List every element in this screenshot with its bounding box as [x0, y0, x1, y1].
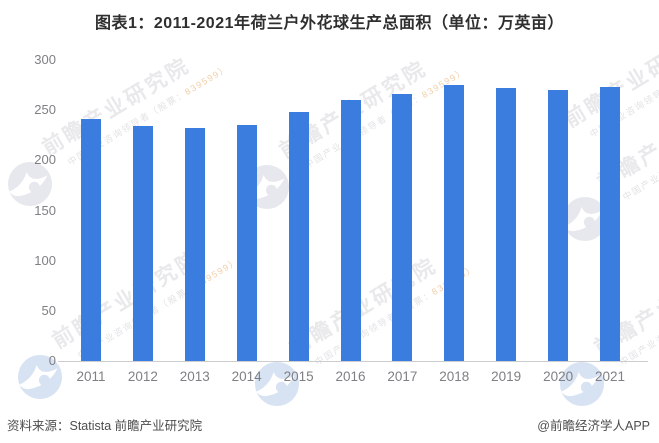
bar-2014 — [236, 125, 257, 361]
bar-2017 — [392, 94, 413, 361]
x-label-2011: 2011 — [76, 369, 106, 384]
bar-2018 — [444, 85, 465, 361]
x-label-2020: 2020 — [543, 369, 574, 384]
chart-title: 图表1：2011-2021年荷兰户外花球生产总面积（单位：万英亩） — [94, 15, 565, 32]
y-tick-150: 150 — [34, 202, 56, 218]
y-tick-50: 50 — [41, 302, 56, 318]
bar-2015 — [288, 112, 309, 361]
y-tick-200: 200 — [34, 152, 56, 168]
x-label-2018: 2018 — [439, 369, 470, 384]
watermark-tagline-text: 中国产业咨询领导者（股票：839599） — [618, 288, 659, 368]
y-tick-300: 300 — [34, 52, 56, 67]
bar-2013 — [184, 128, 205, 361]
bar-2021 — [600, 87, 620, 361]
watermark-brand-text: 前瞻产业研究院 — [590, 253, 659, 361]
x-label-2021: 2021 — [594, 369, 626, 384]
bar-2012 — [132, 126, 153, 361]
x-axis-line — [58, 361, 648, 362]
y-tick-0: 0 — [48, 353, 56, 368]
credit-note: @前瞻经济学人APP — [537, 419, 650, 433]
watermark-tagline-text: 中国产业咨询领导者（股票：839599） — [303, 65, 468, 171]
x-label-2017: 2017 — [387, 369, 418, 384]
x-label-2019: 2019 — [491, 369, 522, 384]
watermark-tagline-text: 中国产业咨询领导者（股票：839599） — [621, 123, 659, 203]
qianzhan-swirl-logo — [8, 162, 52, 206]
watermark-tagline-text: 中国产业咨询领导者（股票：839599） — [588, 60, 659, 140]
bar-2016 — [340, 100, 361, 361]
y-tick-250: 250 — [34, 102, 56, 118]
bar-2020 — [548, 90, 569, 361]
bar-2019 — [496, 88, 517, 361]
source-note: 资料来源：Statista 前瞻产业研究院 — [7, 419, 203, 433]
watermark-brand-text: 前瞻产业研究院 — [285, 253, 442, 361]
x-label-2013: 2013 — [179, 369, 210, 384]
bar-2011 — [81, 119, 101, 361]
x-label-2012: 2012 — [127, 369, 158, 384]
y-tick-100: 100 — [34, 252, 56, 268]
x-label-2014: 2014 — [231, 369, 262, 384]
x-label-2016: 2016 — [335, 369, 366, 384]
x-label-2015: 2015 — [283, 369, 314, 384]
